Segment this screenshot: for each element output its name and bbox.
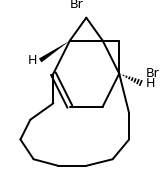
Text: H: H (146, 77, 155, 90)
Text: H: H (28, 54, 37, 67)
Polygon shape (39, 41, 70, 62)
Text: Br: Br (146, 67, 159, 80)
Text: Br: Br (70, 0, 83, 11)
